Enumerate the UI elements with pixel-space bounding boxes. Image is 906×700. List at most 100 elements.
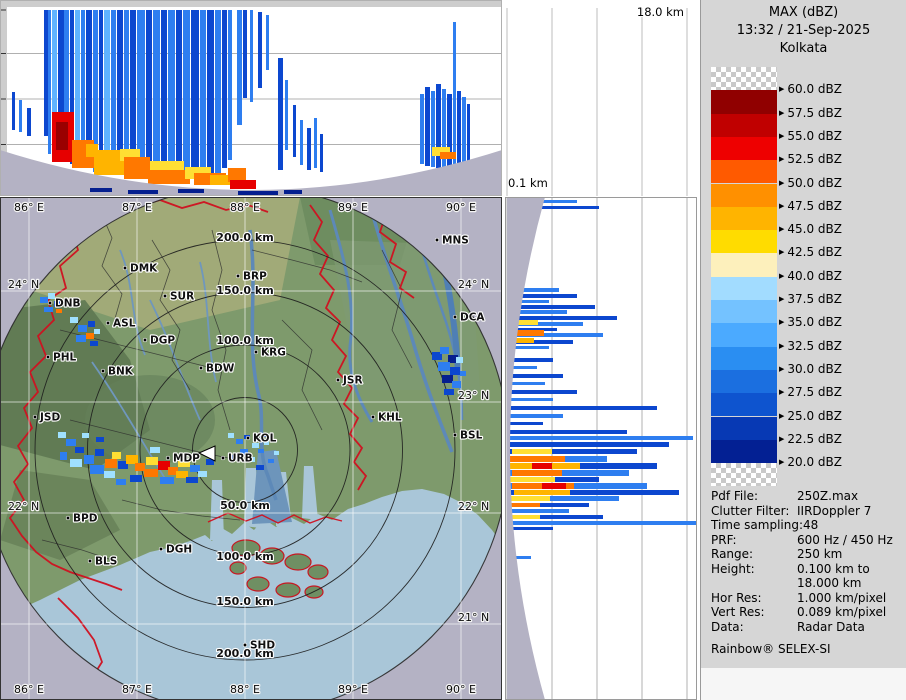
radar-echo [507, 515, 603, 519]
radar-echo [420, 94, 424, 164]
station-dot [452, 432, 458, 438]
radar-echo [200, 10, 206, 182]
scale-tick-icon: ▶ [779, 271, 785, 280]
legend-color-block [711, 346, 777, 370]
radar-echo [510, 477, 555, 482]
radar-echo [512, 320, 538, 325]
side-panel-bg[interactable] [505, 197, 697, 700]
legend-scale-label: ▶ 30.0 dBZ [779, 362, 842, 376]
radar-echo [52, 10, 57, 160]
radar-echo [146, 10, 152, 175]
lon-label-bottom: 89° E [338, 683, 368, 696]
info-value: Radar Data [797, 619, 865, 634]
radar-echo [507, 305, 595, 309]
legend-color-block [711, 113, 777, 137]
district-boundary [151, 239, 191, 391]
radar-echo [210, 175, 232, 185]
legend-scale-label: ▶ 40.0 dBZ [779, 269, 842, 283]
radar-echo [70, 459, 82, 467]
radar-echo [84, 455, 94, 464]
product-timestamp: 13:32 / 21-Sep-2025 [736, 23, 871, 38]
radar-echo [44, 10, 48, 136]
lon-label-top: 86° E [14, 201, 44, 214]
radar-echo [507, 556, 531, 559]
station-label: DGH [166, 544, 192, 556]
radar-echo [507, 358, 553, 362]
radar-echo [176, 471, 188, 478]
station-label: MDP [173, 453, 200, 465]
station-dot [87, 558, 93, 564]
scale-tick-icon: ▶ [779, 411, 785, 420]
radar-echo [507, 422, 543, 425]
radar-echo [262, 433, 267, 437]
island [246, 576, 270, 592]
radar-echo [507, 406, 657, 410]
radar-echo [444, 389, 454, 395]
district-boundary [281, 319, 323, 431]
radar-echo [268, 459, 274, 463]
scale-tick-icon: ▶ [779, 225, 785, 234]
river-hooghly [248, 229, 278, 501]
map-terrain [0, 197, 502, 700]
lon-label-bottom: 87° E [122, 683, 152, 696]
scale-threshold-value: 47.5 dBZ [787, 198, 842, 213]
radar-echo [438, 362, 450, 371]
radar-echo [81, 10, 85, 158]
lon-label-bottom: 90° E [446, 683, 476, 696]
lat-label: 22° N [458, 500, 489, 513]
radar-echo [510, 496, 550, 501]
radar-echo [116, 479, 126, 485]
radar-echo [90, 465, 104, 474]
radar-echo [510, 456, 565, 462]
station-label: DMK [130, 263, 158, 275]
radar-echo [447, 94, 452, 170]
legend-scale-label: ▶ 37.5 dBZ [779, 292, 842, 306]
radar-echo [58, 10, 64, 128]
scale-threshold-value: 32.5 dBZ [787, 338, 842, 353]
radar-echo [118, 461, 128, 469]
radar-echo [112, 452, 121, 459]
scale-threshold-value: 25.0 dBZ [787, 408, 842, 423]
legend-scale-label: ▶ 45.0 dBZ [779, 222, 842, 236]
radar-echo [54, 301, 62, 307]
scale-tick-icon: ▶ [779, 108, 785, 117]
lon-label-top: 88° E [230, 201, 260, 214]
legend-color-block [711, 463, 777, 487]
station-dot [335, 377, 341, 383]
station-dot [105, 320, 111, 326]
legend-scale-label: ▶ 25.0 dBZ [779, 409, 842, 423]
radar-echo [146, 457, 158, 465]
radar-echo [19, 100, 22, 132]
radar-echo [307, 128, 311, 170]
radar-echo [432, 147, 450, 156]
radar-echo [240, 449, 248, 455]
range-ring-label: 200.0 km [216, 231, 273, 244]
radar-echo [78, 325, 87, 332]
latlon-grid: 86° E 86° E 87° E 87° E 88° E 88° E 89° E 89° E… [0, 197, 502, 700]
site-name: Kolkata [779, 41, 828, 56]
legend-color-block [711, 323, 777, 347]
radar-echo [507, 442, 669, 447]
radar-echo [507, 288, 559, 292]
radar-echo [237, 10, 242, 125]
radar-echo [457, 91, 461, 169]
radar-echo [86, 333, 94, 339]
state-boundary [309, 204, 368, 491]
radar-echo [82, 433, 89, 438]
radar-echo [27, 108, 31, 136]
radar-echo [293, 105, 296, 157]
radar-echo [507, 490, 679, 495]
radar-echo [86, 10, 92, 166]
scale-threshold-value: 30.0 dBZ [787, 361, 842, 376]
river [366, 197, 454, 453]
station-label: DCA [460, 312, 485, 324]
radar-echo [207, 10, 214, 177]
station-label: BNK [108, 366, 134, 378]
radar-echo [75, 10, 80, 148]
legend-color-block [711, 439, 777, 464]
legend-scale-label: ▶ 60.0 dBZ [779, 82, 842, 96]
info-value: 600 Hz / 450 Hz [797, 532, 893, 547]
radar-echo [44, 307, 53, 312]
radar-echo [70, 317, 78, 323]
station-label: ASL [113, 318, 136, 330]
